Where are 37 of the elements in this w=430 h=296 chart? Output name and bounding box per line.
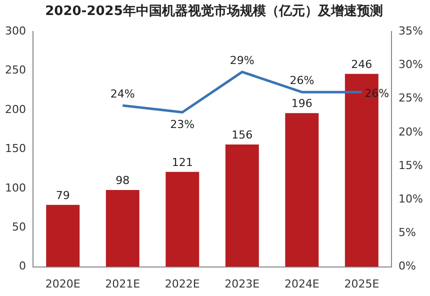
y2-tick-label: 25% (398, 92, 424, 105)
y2-tick-label: 30% (398, 58, 424, 72)
x-tick-label: 2024E (284, 277, 320, 290)
x-tick-label: 2021E (105, 277, 140, 290)
data-label: 24% (110, 88, 135, 101)
y-tick-label: 0 (18, 260, 26, 273)
x-tick-label: 2020E (45, 277, 80, 290)
x-tick-label: 2025E (344, 277, 380, 290)
data-label: 98 (116, 174, 130, 187)
data-label: 121 (172, 156, 193, 169)
y2-tick-label: 10% (398, 192, 424, 206)
x-tick-label: 2023E (224, 277, 260, 290)
y-tick-label: 50 (12, 220, 26, 234)
y-tick-label: 250 (4, 64, 26, 77)
data-label: 23% (170, 118, 195, 132)
data-label: 26% (290, 74, 314, 88)
y-tick-label: 150 (4, 142, 26, 156)
data-label: 29% (230, 54, 254, 67)
data-label: 196 (291, 97, 312, 110)
y-tick-label: 200 (4, 102, 26, 116)
bar (285, 113, 319, 267)
data-label: 156 (232, 128, 253, 142)
data-label: 246 (351, 58, 372, 71)
chart-title: 2020-2025年中国机器视觉市场规模（亿元）及增速预测 (45, 3, 383, 20)
y-tick-label: 100 (4, 181, 26, 194)
y2-tick-label: 5% (398, 226, 416, 240)
bar (225, 144, 259, 267)
y-tick-label: 300 (4, 24, 26, 38)
bar (166, 172, 200, 267)
bar (46, 204, 80, 267)
bar (106, 190, 140, 267)
data-label: 79 (56, 188, 70, 202)
y2-tick-label: 20% (398, 125, 424, 138)
y2-tick-label: 35% (398, 24, 424, 38)
y2-tick-label: 0% (398, 260, 416, 273)
y2-tick-label: 15% (398, 158, 424, 172)
x-tick-label: 2022E (164, 277, 200, 290)
